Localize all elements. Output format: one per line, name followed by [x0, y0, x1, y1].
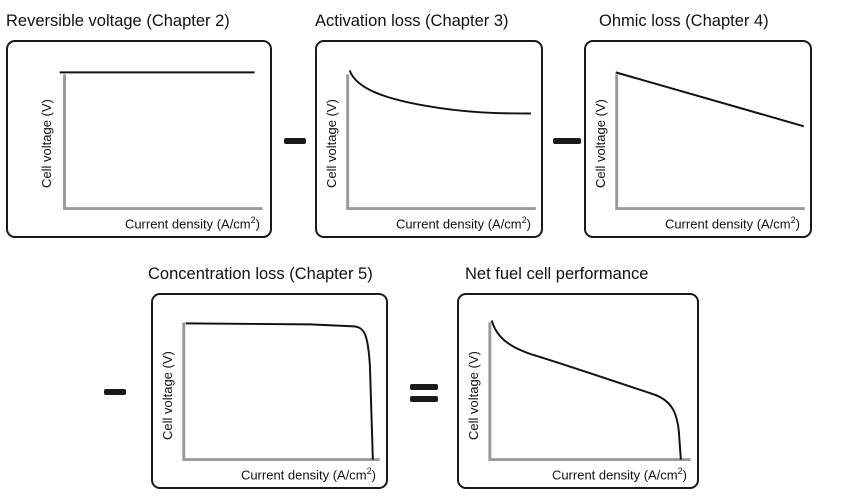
- plot-ohmic: [615, 71, 805, 211]
- curve-net: [490, 320, 682, 460]
- minus-operator-2: [553, 138, 581, 144]
- equals-operator-bottom: [410, 396, 438, 402]
- x-axis-label: Current density (A/cm2): [124, 214, 260, 231]
- y-axis: [346, 74, 536, 211]
- y-axis-label: Cell voltage (V): [466, 351, 481, 440]
- curve-ohmic: [615, 71, 805, 128]
- x-axis-label: Current density (A/cm2): [664, 214, 800, 231]
- x-axis-label: Current density (A/cm2): [240, 465, 376, 482]
- equals-operator-top: [410, 384, 438, 390]
- panel-title-ohmic: Ohmic loss (Chapter 4): [599, 12, 769, 30]
- y-axis-label: Cell voltage (V): [39, 99, 54, 188]
- panel-title-concentration: Concentration loss (Chapter 5): [148, 265, 373, 283]
- curve-activation: [348, 70, 531, 115]
- panel-title-activation: Activation loss (Chapter 3): [315, 12, 509, 30]
- panel-net-performance: Cell voltage (V) Current density (A/cm2): [457, 293, 699, 489]
- panel-reversible-voltage: Cell voltage (V) Current density (A/cm2): [6, 40, 272, 238]
- y-axis: [63, 74, 263, 211]
- x-axis-label: Current density (A/cm2): [551, 465, 687, 482]
- minus-operator-1: [284, 138, 306, 144]
- panel-activation-loss: Cell voltage (V) Current density (A/cm2): [315, 40, 543, 238]
- y-axis-label: Cell voltage (V): [593, 99, 608, 188]
- plot-activation: [346, 70, 536, 211]
- minus-operator-3: [104, 389, 126, 395]
- panel-concentration-loss: Cell voltage (V) Current density (A/cm2): [151, 293, 388, 489]
- y-axis: [182, 322, 380, 462]
- y-axis: [615, 74, 805, 211]
- y-axis-label: Cell voltage (V): [160, 351, 175, 440]
- curve-concentration: [185, 322, 374, 460]
- y-axis: [488, 322, 691, 462]
- plot-reversible: [59, 71, 263, 211]
- panel-title-net: Net fuel cell performance: [465, 265, 649, 283]
- x-axis-label: Current density (A/cm2): [395, 214, 531, 231]
- y-axis-label: Cell voltage (V): [324, 99, 339, 188]
- panel-title-reversible: Reversible voltage (Chapter 2): [6, 12, 230, 30]
- panel-ohmic-loss: Cell voltage (V) Current density (A/cm2): [584, 40, 812, 238]
- plot-concentration: [182, 322, 380, 462]
- plot-net: [488, 320, 691, 462]
